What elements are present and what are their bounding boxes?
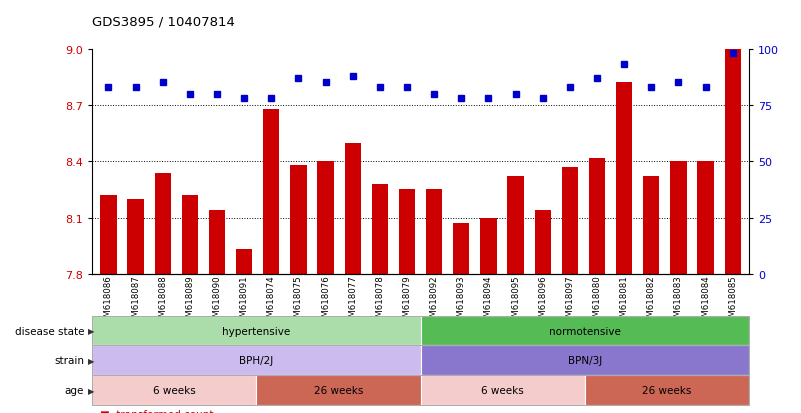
Text: GSM618094: GSM618094	[484, 274, 493, 327]
Bar	[698, 162, 714, 274]
Bar	[725, 50, 741, 274]
Bar	[290, 166, 307, 274]
Text: normotensive: normotensive	[549, 326, 621, 336]
Text: 26 weeks: 26 weeks	[314, 385, 363, 395]
Text: GSM618088: GSM618088	[158, 274, 167, 327]
Text: GSM618097: GSM618097	[566, 274, 574, 327]
Bar	[453, 224, 469, 274]
Bar	[481, 218, 497, 274]
Bar	[426, 190, 442, 274]
Text: age: age	[65, 385, 84, 395]
Text: ■  transformed count: ■ transformed count	[100, 409, 214, 413]
Text: 6 weeks: 6 weeks	[153, 385, 195, 395]
Bar	[344, 143, 360, 274]
Text: GSM618075: GSM618075	[294, 274, 303, 327]
Bar	[616, 83, 632, 274]
Text: GSM618093: GSM618093	[457, 274, 465, 327]
Text: GSM618083: GSM618083	[674, 274, 683, 327]
Bar	[372, 184, 388, 274]
Text: GSM618079: GSM618079	[402, 274, 412, 327]
Text: ▶: ▶	[88, 386, 95, 395]
Text: GSM618082: GSM618082	[646, 274, 656, 327]
Bar	[562, 168, 578, 274]
Text: GSM618081: GSM618081	[620, 274, 629, 327]
Text: GSM618077: GSM618077	[348, 274, 357, 327]
Text: GSM618096: GSM618096	[538, 274, 547, 327]
Text: ▶: ▶	[88, 326, 95, 335]
Bar	[534, 211, 551, 274]
Text: GSM618090: GSM618090	[212, 274, 221, 327]
Text: 26 weeks: 26 weeks	[642, 385, 691, 395]
Bar	[589, 158, 605, 274]
Bar	[507, 177, 524, 274]
Bar	[182, 196, 198, 274]
Text: GSM618078: GSM618078	[376, 274, 384, 327]
Text: hypertensive: hypertensive	[222, 326, 291, 336]
Bar	[155, 173, 171, 274]
Text: BPN/3J: BPN/3J	[568, 356, 602, 366]
Text: GSM618084: GSM618084	[701, 274, 710, 327]
Text: disease state: disease state	[14, 326, 84, 336]
Text: GSM618092: GSM618092	[429, 274, 439, 327]
Bar	[127, 199, 143, 274]
Bar	[399, 190, 415, 274]
Text: GDS3895 / 10407814: GDS3895 / 10407814	[92, 16, 235, 29]
Text: GSM618087: GSM618087	[131, 274, 140, 327]
Bar	[670, 162, 686, 274]
Text: BPH/2J: BPH/2J	[239, 356, 273, 366]
Text: GSM618091: GSM618091	[239, 274, 248, 327]
Bar	[263, 109, 280, 274]
Text: GSM618085: GSM618085	[728, 274, 737, 327]
Bar	[643, 177, 659, 274]
Text: GSM618080: GSM618080	[593, 274, 602, 327]
Bar	[100, 196, 116, 274]
Text: GSM618086: GSM618086	[104, 274, 113, 327]
Text: ▶: ▶	[88, 356, 95, 365]
Text: GSM618095: GSM618095	[511, 274, 520, 327]
Text: GSM618089: GSM618089	[185, 274, 195, 327]
Bar	[317, 162, 334, 274]
Text: GSM618074: GSM618074	[267, 274, 276, 327]
Text: 6 weeks: 6 weeks	[481, 385, 524, 395]
Text: GSM618076: GSM618076	[321, 274, 330, 327]
Text: strain: strain	[54, 356, 84, 366]
Bar	[209, 211, 225, 274]
Bar	[236, 250, 252, 274]
